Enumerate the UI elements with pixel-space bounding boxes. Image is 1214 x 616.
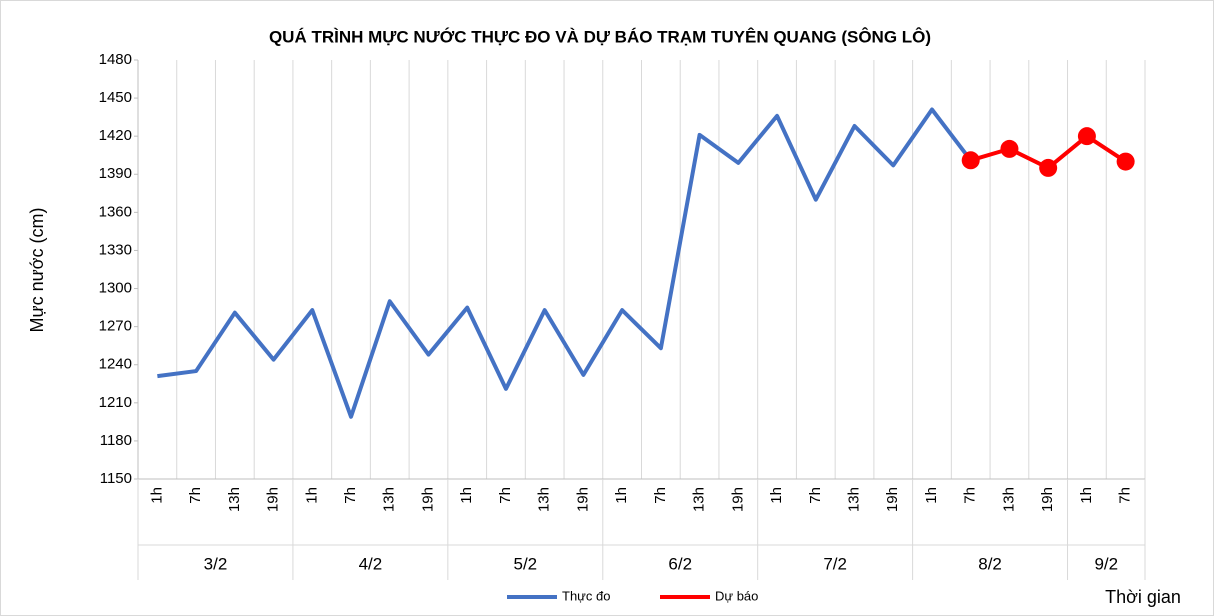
legend-label: Dự báo	[715, 588, 758, 603]
y-tick-label: 1330	[99, 241, 132, 258]
x-tick-label: 7h	[962, 487, 979, 504]
x-tick-label: 1h	[613, 487, 630, 504]
group-label: 3/2	[204, 554, 228, 573]
group-label: 7/2	[823, 554, 847, 573]
y-tick-label: 1150	[100, 470, 132, 487]
y-tick-label: 1480	[99, 51, 132, 68]
x-tick-label: 1h	[768, 487, 785, 504]
chart-title: QUÁ TRÌNH MỰC NƯỚC THỰC ĐO VÀ DỰ BÁO TRẠ…	[269, 27, 931, 46]
y-tick-label: 1360	[99, 203, 132, 220]
x-tick-label: 7h	[342, 487, 359, 504]
series-line	[157, 107, 973, 419]
x-tick-label: 7h	[187, 487, 204, 504]
x-tick-label: 19h	[419, 487, 436, 512]
x-tick-label: 1h	[303, 487, 320, 504]
group-label: 9/2	[1094, 554, 1118, 573]
group-label: 8/2	[978, 554, 1002, 573]
y-tick-label: 1300	[99, 280, 132, 297]
x-tick-label: 7h	[807, 487, 824, 504]
x-tick-label: 13h	[1000, 487, 1017, 512]
legend-label: Thực đo	[562, 588, 610, 603]
x-tick-label: 13h	[845, 487, 862, 512]
y-tick-label: 1450	[99, 89, 132, 106]
x-tick-label: 1h	[148, 487, 165, 504]
y-tick-label: 1240	[99, 356, 132, 373]
x-tick-label: 7h	[1117, 487, 1134, 504]
y-tick-label: 1420	[99, 127, 132, 144]
series-marker	[1116, 152, 1135, 171]
group-label: 6/2	[668, 554, 692, 573]
x-tick-label: 13h	[536, 487, 553, 512]
group-label: 4/2	[359, 554, 383, 573]
y-tick-label: 1180	[100, 432, 132, 449]
x-tick-label: 1h	[458, 487, 475, 504]
y-tick-label: 1270	[99, 318, 132, 335]
x-tick-label: 1h	[923, 487, 940, 504]
x-tick-label: 19h	[884, 487, 901, 512]
y-tick-label: 1390	[99, 165, 132, 182]
series-marker	[1039, 158, 1058, 177]
x-axis-label: Thời gian	[1105, 587, 1181, 607]
x-tick-label: 1h	[1078, 487, 1095, 504]
x-tick-label: 19h	[1039, 487, 1056, 512]
x-tick-label: 19h	[574, 487, 591, 512]
series-marker	[1000, 139, 1019, 158]
x-tick-label: 13h	[226, 487, 243, 512]
y-tick-label: 1210	[99, 394, 132, 411]
x-tick-label: 13h	[691, 487, 708, 512]
x-tick-label: 7h	[497, 487, 514, 504]
group-label: 5/2	[513, 554, 537, 573]
series-marker	[961, 151, 980, 170]
x-tick-label: 13h	[381, 487, 398, 512]
series-marker	[1077, 127, 1096, 146]
x-tick-label: 7h	[652, 487, 669, 504]
y-axis-label: Mực nước (cm)	[27, 208, 47, 333]
x-tick-label: 19h	[729, 487, 746, 512]
x-tick-label: 19h	[265, 487, 282, 512]
